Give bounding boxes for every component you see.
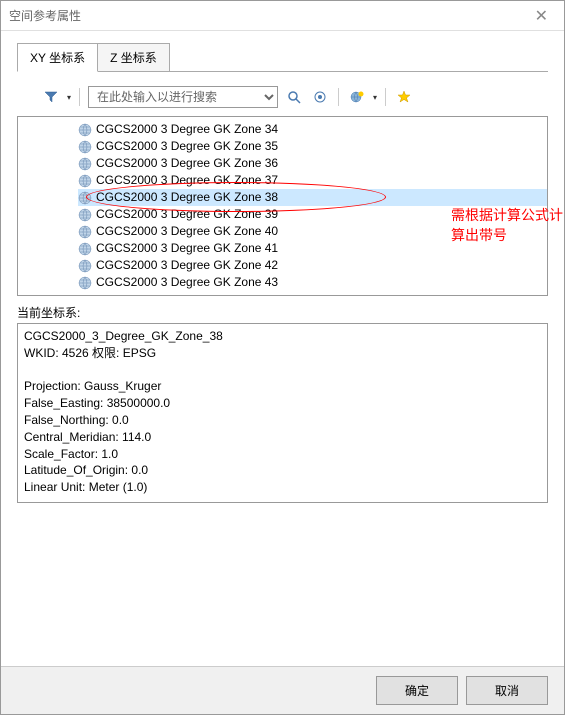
toolbar: ▾ 在此处输入以进行搜索 ▾ — [17, 86, 548, 108]
list-item[interactable]: CGCS2000 3 Degree GK Zone 43 — [78, 274, 547, 291]
detail-projection: Projection: Gauss_Kruger — [24, 378, 541, 395]
detail-false-easting: False_Easting: 38500000.0 — [24, 395, 541, 412]
zoom-to-icon[interactable] — [310, 87, 330, 107]
annotation-line1: 需根据计算公式计 — [451, 206, 563, 226]
separator — [79, 88, 80, 106]
globe-new-icon[interactable] — [347, 87, 367, 107]
detail-linear-unit: Linear Unit: Meter (1.0) — [24, 479, 541, 496]
annotation-line2: 算出带号 — [451, 226, 563, 246]
list-item[interactable]: CGCS2000 3 Degree GK Zone 37 — [78, 172, 547, 189]
tab-xy-coords[interactable]: XY 坐标系 — [17, 43, 98, 72]
list-item-label: CGCS2000 3 Degree GK Zone 39 — [96, 206, 278, 223]
detail-blank — [24, 362, 541, 379]
list-item-label: CGCS2000 3 Degree GK Zone 41 — [96, 240, 278, 257]
search-input[interactable]: 在此处输入以进行搜索 — [88, 86, 278, 108]
window-title: 空间参考属性 — [9, 7, 81, 24]
list-item-label: CGCS2000 3 Degree GK Zone 38 — [96, 189, 278, 206]
annotation-text: 需根据计算公式计 算出带号 — [451, 206, 563, 245]
separator — [385, 88, 386, 106]
list-item[interactable]: CGCS2000 3 Degree GK Zone 36 — [78, 155, 547, 172]
button-bar: 确定 取消 — [1, 666, 564, 714]
separator — [338, 88, 339, 106]
search-icon[interactable] — [284, 87, 304, 107]
list-item[interactable]: CGCS2000 3 Degree GK Zone 38 — [78, 189, 547, 206]
list-item[interactable]: CGCS2000 3 Degree GK Zone 34 — [78, 121, 547, 138]
list-item-label: CGCS2000 3 Degree GK Zone 36 — [96, 155, 278, 172]
list-item-label: CGCS2000 3 Degree GK Zone 35 — [96, 138, 278, 155]
list-item-label: CGCS2000 3 Degree GK Zone 37 — [96, 172, 278, 189]
current-coord-label: 当前坐标系: — [17, 304, 548, 321]
filter-icon[interactable] — [41, 87, 61, 107]
list-item-label: CGCS2000 3 Degree GK Zone 34 — [96, 121, 278, 138]
tab-z-coords[interactable]: Z 坐标系 — [97, 43, 170, 71]
list-item[interactable]: CGCS2000 3 Degree GK Zone 42 — [78, 257, 547, 274]
ok-button[interactable]: 确定 — [376, 676, 458, 705]
titlebar: 空间参考属性 ✕ — [1, 1, 564, 31]
filter-dropdown-icon[interactable]: ▾ — [67, 93, 71, 102]
globe-dropdown-icon[interactable]: ▾ — [373, 93, 377, 102]
tab-strip: XY 坐标系 Z 坐标系 — [17, 43, 548, 72]
close-icon[interactable]: ✕ — [527, 6, 556, 26]
content-area: XY 坐标系 Z 坐标系 ▾ 在此处输入以进行搜索 ▾ — [1, 31, 564, 503]
detail-scale-factor: Scale_Factor: 1.0 — [24, 446, 541, 463]
dialog-window: 空间参考属性 ✕ XY 坐标系 Z 坐标系 ▾ 在此处输入以进行搜索 — [0, 0, 565, 715]
coord-details-box: CGCS2000_3_Degree_GK_Zone_38 WKID: 4526 … — [17, 323, 548, 503]
detail-wkid: WKID: 4526 权限: EPSG — [24, 345, 541, 362]
list-item-label: CGCS2000 3 Degree GK Zone 40 — [96, 223, 278, 240]
list-item-label: CGCS2000 3 Degree GK Zone 42 — [96, 257, 278, 274]
detail-central-meridian: Central_Meridian: 114.0 — [24, 429, 541, 446]
list-item-label: CGCS2000 3 Degree GK Zone 43 — [96, 274, 278, 291]
star-favorite-icon[interactable] — [394, 87, 414, 107]
detail-latitude-origin: Latitude_Of_Origin: 0.0 — [24, 462, 541, 479]
list-item[interactable]: CGCS2000 3 Degree GK Zone 35 — [78, 138, 547, 155]
detail-false-northing: False_Northing: 0.0 — [24, 412, 541, 429]
detail-name: CGCS2000_3_Degree_GK_Zone_38 — [24, 328, 541, 345]
cancel-button[interactable]: 取消 — [466, 676, 548, 705]
